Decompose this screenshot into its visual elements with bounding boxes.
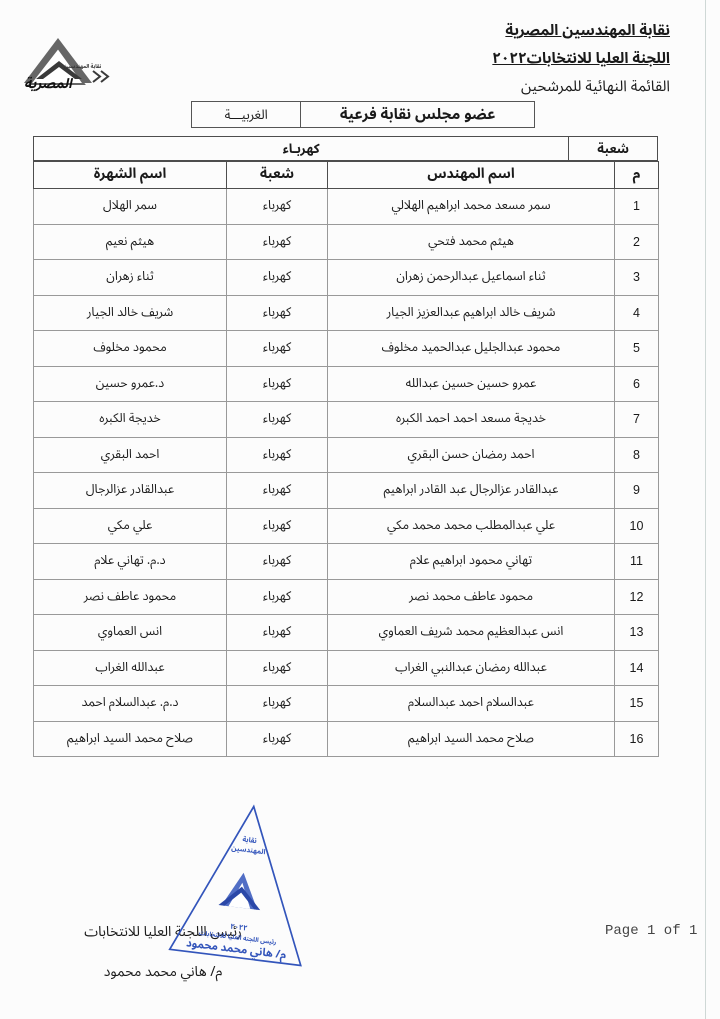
svg-text:المهندسين: المهندسين bbox=[230, 841, 266, 860]
